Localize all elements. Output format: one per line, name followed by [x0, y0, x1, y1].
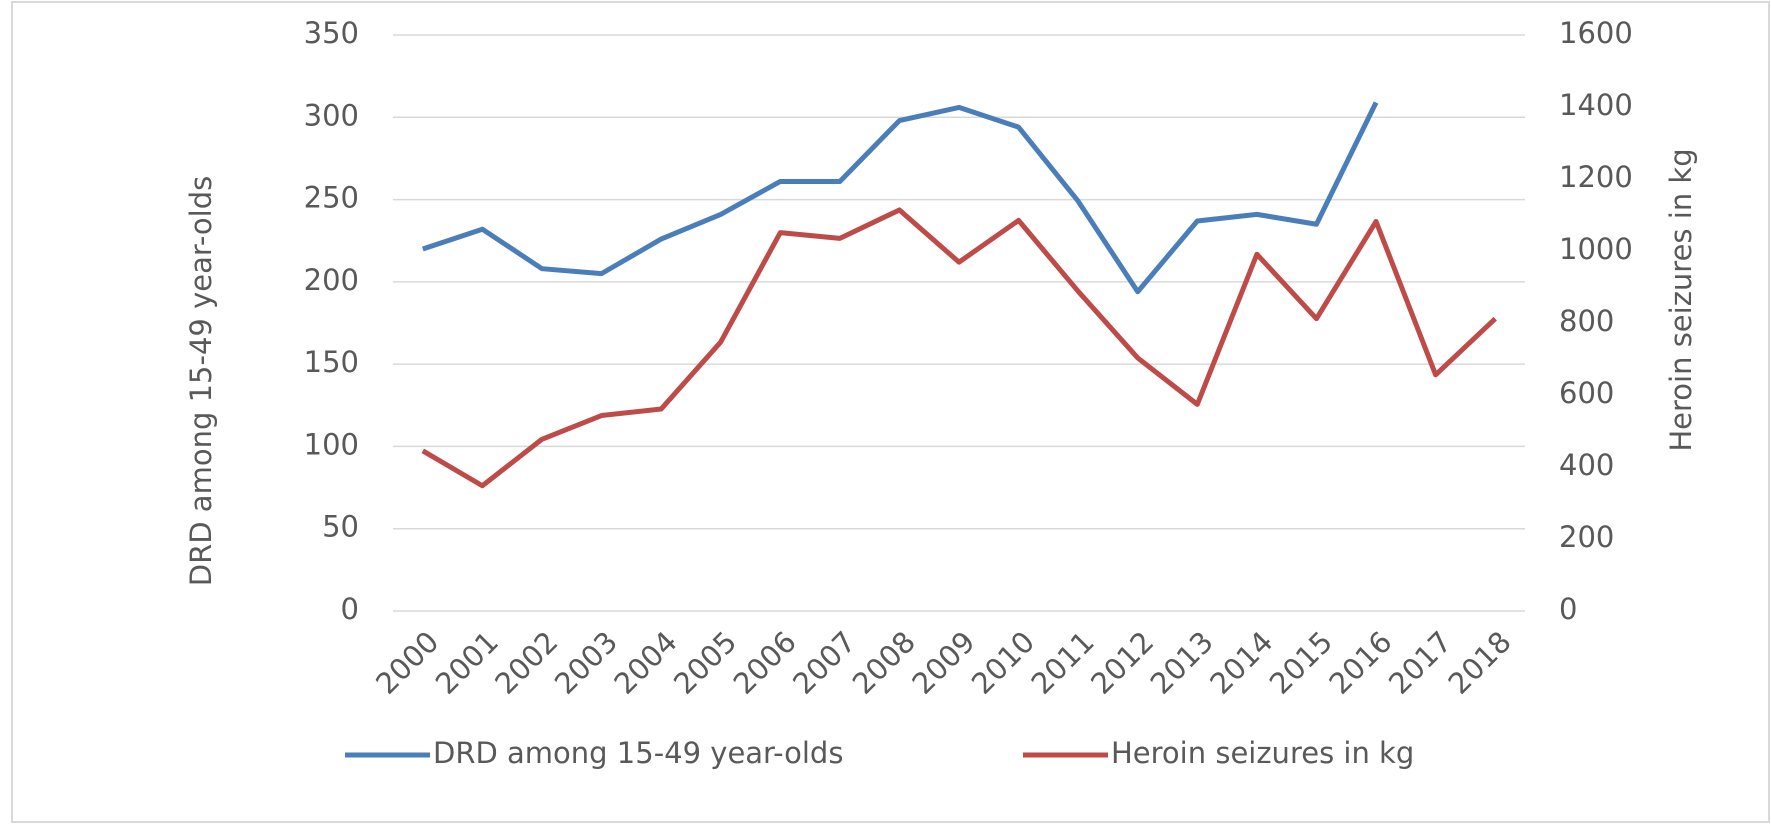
- y-tick-label: 350: [304, 16, 359, 50]
- y-tick-label: 50: [322, 510, 359, 544]
- y2-tick-label: 600: [1559, 376, 1614, 410]
- series-line: [422, 101, 1379, 295]
- y-tick-label: 100: [304, 427, 359, 461]
- y2-axis-title: Heroin seizures in kg: [1664, 148, 1698, 451]
- y-tick-label: 250: [304, 181, 359, 215]
- y2-tick-label: 400: [1559, 448, 1614, 482]
- y-tick-label: 200: [304, 263, 359, 297]
- legend-label: DRD among 15-49 year-olds: [433, 736, 843, 770]
- y-tick-label: 150: [304, 345, 359, 379]
- y2-tick-label: 1400: [1559, 88, 1633, 122]
- y2-tick-label: 200: [1559, 520, 1614, 554]
- legend-label: Heroin seizures in kg: [1111, 736, 1414, 770]
- y2-tick-label: 1600: [1559, 16, 1633, 50]
- y2-tick-label: 800: [1559, 304, 1614, 338]
- y2-tick-label: 1200: [1559, 160, 1633, 194]
- y-tick-label: 0: [341, 592, 359, 626]
- y2-tick-label: 1000: [1559, 232, 1633, 266]
- series-line: [421, 207, 1497, 489]
- y-axis-title: DRD among 15-49 year-olds: [184, 176, 218, 586]
- y2-tick-label: 0: [1559, 592, 1577, 626]
- chart-border: [11, 1, 1770, 823]
- y-tick-label: 300: [304, 98, 359, 132]
